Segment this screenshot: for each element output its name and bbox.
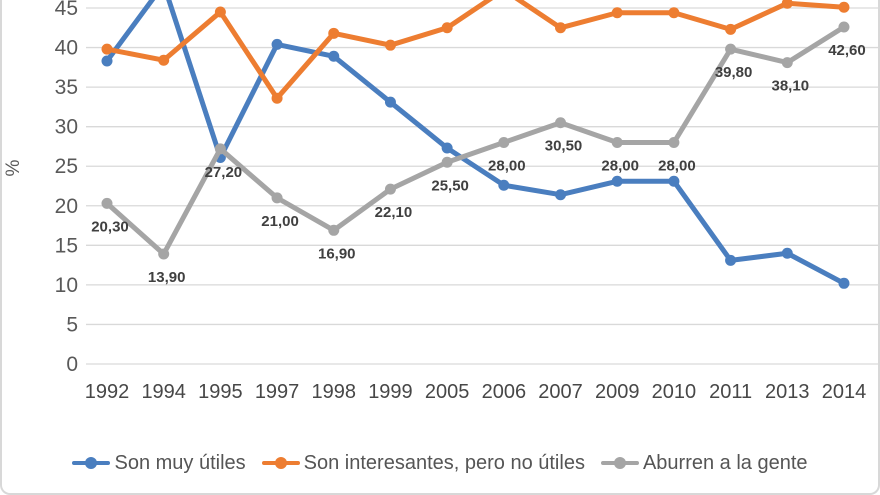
data-point-marker: [441, 22, 453, 34]
data-point-marker: [498, 136, 510, 148]
data-point-marker: [611, 175, 623, 187]
x-tick-label: 1998: [312, 381, 357, 403]
data-point-marker: [838, 21, 850, 33]
data-point-label: 28,00: [658, 157, 696, 174]
data-point-marker: [384, 39, 396, 51]
data-point-label: 22,10: [375, 204, 413, 221]
x-tick-label: 2010: [652, 381, 697, 403]
data-point-label: 28,00: [488, 157, 526, 174]
data-point-marker: [328, 50, 340, 62]
chart-legend: Son muy útiles Son interesantes, pero no…: [2, 441, 878, 485]
data-point-marker: [555, 117, 567, 129]
data-point-marker: [838, 1, 850, 13]
data-point-marker: [668, 136, 680, 148]
data-point-label: 42,60: [828, 42, 866, 59]
data-point-marker: [611, 7, 623, 19]
y-tick-label: 0: [66, 353, 78, 376]
data-point-marker: [328, 27, 340, 39]
y-tick-label: 35: [55, 76, 78, 99]
y-tick-label: 20: [55, 195, 78, 218]
data-point-marker: [441, 156, 453, 168]
y-tick-label: 15: [55, 234, 78, 257]
legend-label: Aburren a la gente: [642, 451, 808, 474]
data-point-label: 16,90: [318, 245, 356, 262]
data-point-marker: [214, 6, 226, 18]
data-point-marker: [384, 96, 396, 108]
data-point-marker: [725, 254, 737, 266]
series-line: [104, 0, 847, 101]
y-tick-label: 25: [55, 155, 78, 178]
data-point-label: 25,50: [431, 177, 469, 194]
x-tick-label: 1992: [85, 381, 130, 403]
legend-item-son-muy-utiles: Son muy útiles: [72, 451, 246, 475]
x-tick-label: 2005: [425, 381, 470, 403]
data-point-marker: [725, 43, 737, 55]
data-point-marker: [158, 54, 170, 66]
data-point-marker: [781, 57, 793, 69]
series-line: [104, 0, 847, 286]
data-point-label: 39,80: [715, 64, 753, 81]
x-tick-label: 1995: [198, 381, 243, 403]
data-point-marker: [158, 248, 170, 260]
data-point-marker: [838, 277, 850, 289]
x-tick-label: 2006: [482, 381, 527, 403]
legend-label: Son muy útiles: [114, 451, 246, 474]
data-point-label: 38,10: [772, 78, 810, 95]
data-point-label: 27,20: [205, 164, 243, 181]
data-point-marker: [101, 43, 113, 55]
y-tick-label: 40: [55, 37, 78, 60]
line-dot-marker-icon: [72, 457, 111, 469]
data-point-marker: [668, 175, 680, 187]
x-tick-label: 2007: [538, 381, 583, 403]
data-point-marker: [441, 142, 453, 154]
legend-item-son-interesantes: Son interesantes, pero no útiles: [261, 451, 585, 475]
x-tick-label: 2013: [765, 381, 810, 403]
x-tick-label: 2009: [595, 381, 640, 403]
chart-plot-area: 0 5 10 15 20 25 30 35 40 45% 1992 1994 1995 1997 1998 1…: [3, 0, 878, 403]
data-point-label: 21,00: [261, 213, 299, 230]
line-dot-marker-icon: [261, 457, 300, 469]
data-point-label: 13,90: [148, 269, 186, 286]
y-tick-label: 45: [55, 0, 78, 20]
data-point-label: 30,50: [545, 138, 583, 155]
data-point-marker: [271, 38, 283, 50]
data-point-marker: [214, 143, 226, 155]
data-point-marker: [781, 0, 793, 9]
y-tick-label: 30: [55, 116, 78, 139]
data-point-marker: [101, 55, 113, 67]
series-line: [104, 24, 847, 257]
data-point-marker: [498, 179, 510, 191]
x-tick-label: 1999: [368, 381, 413, 403]
data-point-label: 20,30: [91, 218, 129, 235]
y-tick-label: 5: [66, 313, 78, 336]
x-tick-label: 2011: [709, 381, 752, 403]
line-dot-marker-icon: [600, 457, 639, 469]
data-point-marker: [555, 22, 567, 34]
data-point-label: 28,00: [601, 157, 639, 174]
data-point-marker: [384, 183, 396, 195]
data-point-marker: [271, 92, 283, 104]
data-point-marker: [555, 189, 567, 201]
legend-label: Son interesantes, pero no útiles: [303, 451, 585, 474]
x-tick-label: 2014: [822, 381, 867, 403]
data-point-marker: [781, 247, 793, 259]
data-point-marker: [668, 7, 680, 19]
x-tick-label: 1997: [255, 381, 300, 403]
x-tick-label: 1994: [141, 381, 186, 403]
y-tick-label: 10: [55, 274, 78, 297]
data-point-marker: [611, 136, 623, 148]
y-axis-title: %: [3, 159, 24, 176]
data-point-marker: [101, 197, 113, 209]
data-point-marker: [725, 23, 737, 35]
data-point-marker: [328, 224, 340, 236]
data-point-marker: [271, 192, 283, 204]
legend-item-aburren: Aburren a la gente: [600, 451, 808, 475]
